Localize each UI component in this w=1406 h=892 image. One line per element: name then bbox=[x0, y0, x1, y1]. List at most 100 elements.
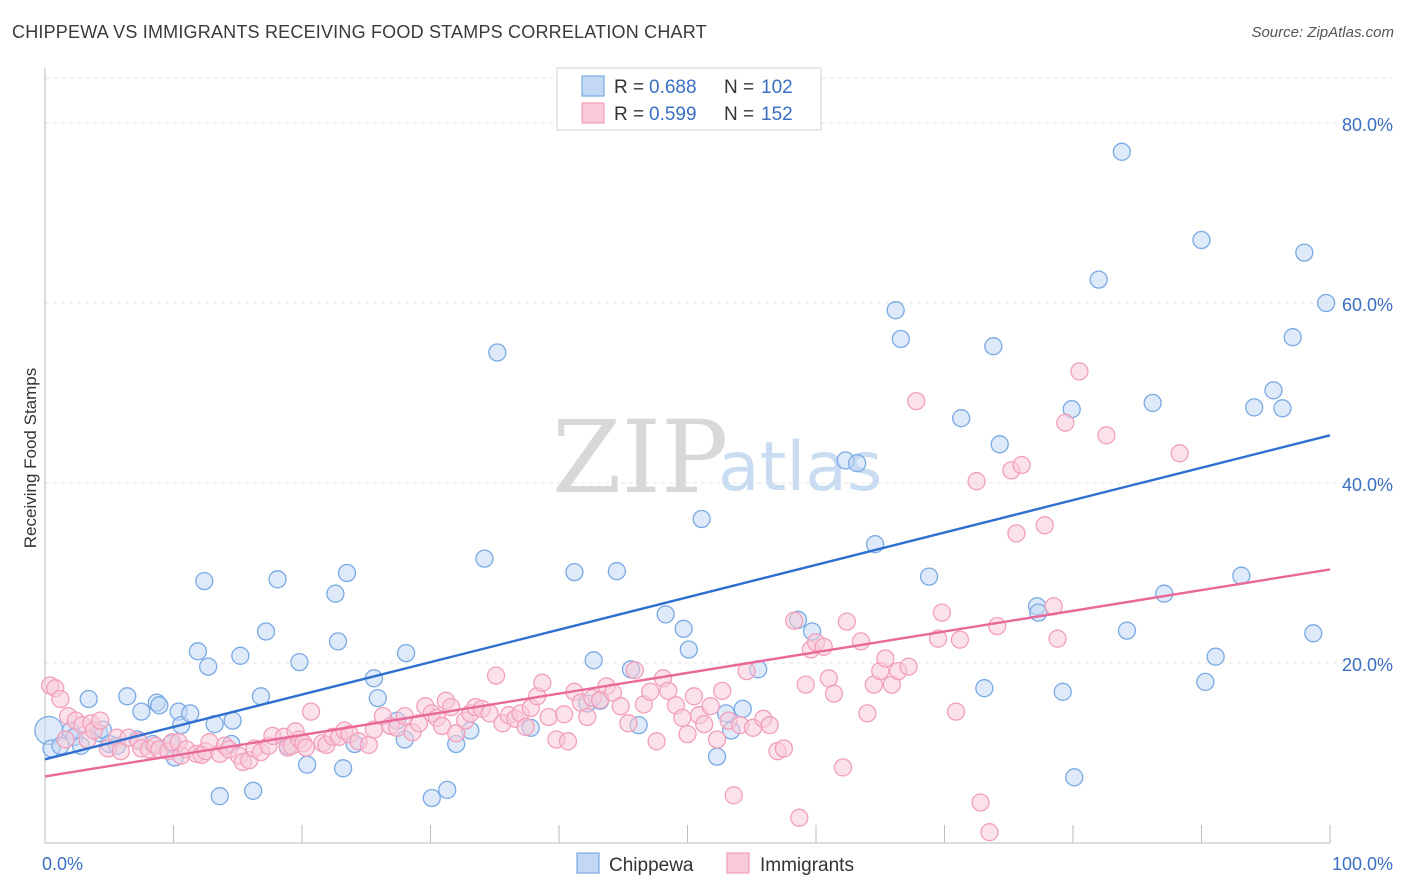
bottom-legend-label-chippewa: Chippewa bbox=[609, 855, 694, 876]
chippewa-point-51 bbox=[475, 549, 494, 568]
bottom-legend-swatch-chippewa bbox=[576, 852, 600, 874]
immigrants-point-122 bbox=[796, 675, 815, 694]
chart-title: CHIPPEWA VS IMMIGRANTS RECEIVING FOOD ST… bbox=[12, 22, 707, 42]
immigrants-point-79 bbox=[516, 717, 535, 737]
chippewa-point-94 bbox=[1206, 647, 1225, 666]
chippewa-point-84 bbox=[1053, 682, 1072, 701]
immigrants-point-126 bbox=[819, 669, 838, 688]
immigrants-point-119 bbox=[774, 739, 794, 758]
immigrants-point-145 bbox=[980, 823, 999, 842]
chippewa-point-97 bbox=[1264, 381, 1283, 400]
chippewa-point-48 bbox=[438, 780, 457, 800]
immigrants-point-130 bbox=[851, 632, 871, 651]
chippewa-point-62 bbox=[674, 619, 693, 638]
immigrants-point-156 bbox=[1170, 444, 1189, 463]
series-immigrants-points bbox=[40, 362, 1189, 842]
series-legend: Chippewa Immigrants bbox=[576, 852, 854, 876]
chippewa-point-89 bbox=[1117, 621, 1137, 640]
y-tick-label-60: 60.0% bbox=[1342, 295, 1393, 315]
chippewa-point-24 bbox=[199, 657, 218, 676]
chippewa-point-54 bbox=[565, 562, 584, 582]
legend-n-label-chippewa: N = bbox=[724, 77, 754, 98]
chippewa-point-63 bbox=[679, 640, 698, 659]
chippewa-point-90 bbox=[1143, 393, 1162, 413]
immigrants-point-129 bbox=[837, 612, 856, 631]
axes bbox=[44, 68, 1331, 844]
legend-n-value-chippewa: 102 bbox=[761, 77, 793, 98]
chippewa-point-43 bbox=[368, 688, 387, 708]
immigrants-point-121 bbox=[790, 808, 809, 827]
chippewa-point-99 bbox=[1283, 328, 1302, 347]
immigrants-point-68 bbox=[447, 724, 466, 743]
legend-r-label-chippewa: R = bbox=[614, 77, 644, 98]
immigrants-point-140 bbox=[932, 603, 952, 622]
trend-line-chippewa bbox=[44, 434, 1331, 761]
immigrants-point-82 bbox=[533, 673, 552, 692]
immigrants-point-99 bbox=[647, 732, 666, 751]
chippewa-point-98 bbox=[1273, 399, 1292, 418]
immigrants-point-152 bbox=[1048, 629, 1067, 648]
immigrants-point-85 bbox=[554, 705, 574, 724]
chippewa-point-64 bbox=[692, 509, 711, 529]
legend-n-value-immigrants: 152 bbox=[761, 104, 793, 125]
chippewa-point-65 bbox=[707, 747, 727, 766]
chippewa-point-73 bbox=[847, 454, 867, 473]
immigrants-point-45 bbox=[296, 738, 316, 757]
immigrants-point-46 bbox=[301, 702, 321, 721]
chippewa-point-78 bbox=[952, 409, 971, 428]
chippewa-point-46 bbox=[396, 643, 416, 663]
immigrants-point-108 bbox=[701, 697, 720, 716]
bottom-legend-swatch-immigrants bbox=[726, 852, 750, 874]
legend-swatch-chippewa bbox=[581, 75, 605, 97]
immigrants-point-89 bbox=[578, 707, 597, 727]
chippewa-point-91 bbox=[1155, 584, 1174, 603]
legend-r-value-immigrants: 0.599 bbox=[649, 104, 697, 125]
chippewa-point-38 bbox=[328, 632, 348, 651]
chippewa-point-102 bbox=[1316, 293, 1336, 313]
y-axis-label: Receiving Food Stamps bbox=[21, 368, 40, 548]
immigrants-point-131 bbox=[858, 704, 877, 723]
immigrants-point-138 bbox=[907, 391, 926, 411]
immigrants-point-104 bbox=[678, 724, 697, 744]
chippewa-point-79 bbox=[975, 679, 994, 698]
gridlines bbox=[45, 77, 1392, 664]
immigrants-point-137 bbox=[899, 657, 918, 676]
chippewa-point-92 bbox=[1192, 230, 1211, 250]
chippewa-point-56 bbox=[584, 651, 603, 670]
immigrants-point-10 bbox=[91, 711, 110, 730]
immigrants-point-3 bbox=[56, 730, 75, 749]
immigrants-point-139 bbox=[928, 629, 948, 648]
immigrants-point-107 bbox=[695, 715, 714, 734]
y-tick-label-80: 80.0% bbox=[1342, 115, 1393, 135]
watermark: ZIP atlas bbox=[552, 399, 882, 516]
trend-lines bbox=[44, 434, 1331, 778]
chippewa-point-29 bbox=[231, 646, 250, 665]
immigrants-point-148 bbox=[1007, 524, 1026, 543]
chippewa-point-35 bbox=[290, 652, 309, 672]
chippewa-point-26 bbox=[210, 787, 229, 806]
immigrants-point-109 bbox=[707, 730, 727, 749]
legend-n-label-immigrants: N = bbox=[724, 104, 754, 125]
immigrants-point-154 bbox=[1070, 362, 1089, 381]
chippewa-point-101 bbox=[1304, 624, 1323, 643]
chippewa-point-87 bbox=[1089, 270, 1108, 289]
chippewa-point-40 bbox=[337, 563, 357, 583]
chippewa-point-39 bbox=[333, 759, 353, 778]
chippewa-point-100 bbox=[1295, 243, 1314, 262]
x-tick-label-min: 0.0% bbox=[42, 854, 83, 874]
immigrants-point-134 bbox=[876, 649, 895, 668]
chippewa-point-33 bbox=[268, 570, 287, 589]
immigrants-point-127 bbox=[824, 684, 844, 703]
chippewa-point-80 bbox=[984, 337, 1003, 356]
chippewa-point-88 bbox=[1112, 142, 1131, 161]
chippewa-point-81 bbox=[990, 435, 1009, 454]
source-label: Source: ZipAtlas.com bbox=[1251, 24, 1394, 41]
chippewa-point-47 bbox=[422, 788, 441, 808]
immigrants-point-149 bbox=[1012, 455, 1031, 475]
chippewa-point-93 bbox=[1196, 672, 1215, 692]
chippewa-point-77 bbox=[919, 567, 939, 586]
chippewa-point-23 bbox=[195, 571, 214, 591]
chippewa-point-96 bbox=[1245, 398, 1264, 417]
y-tick-labels: 20.0% 40.0% 60.0% 80.0% bbox=[1342, 115, 1393, 675]
